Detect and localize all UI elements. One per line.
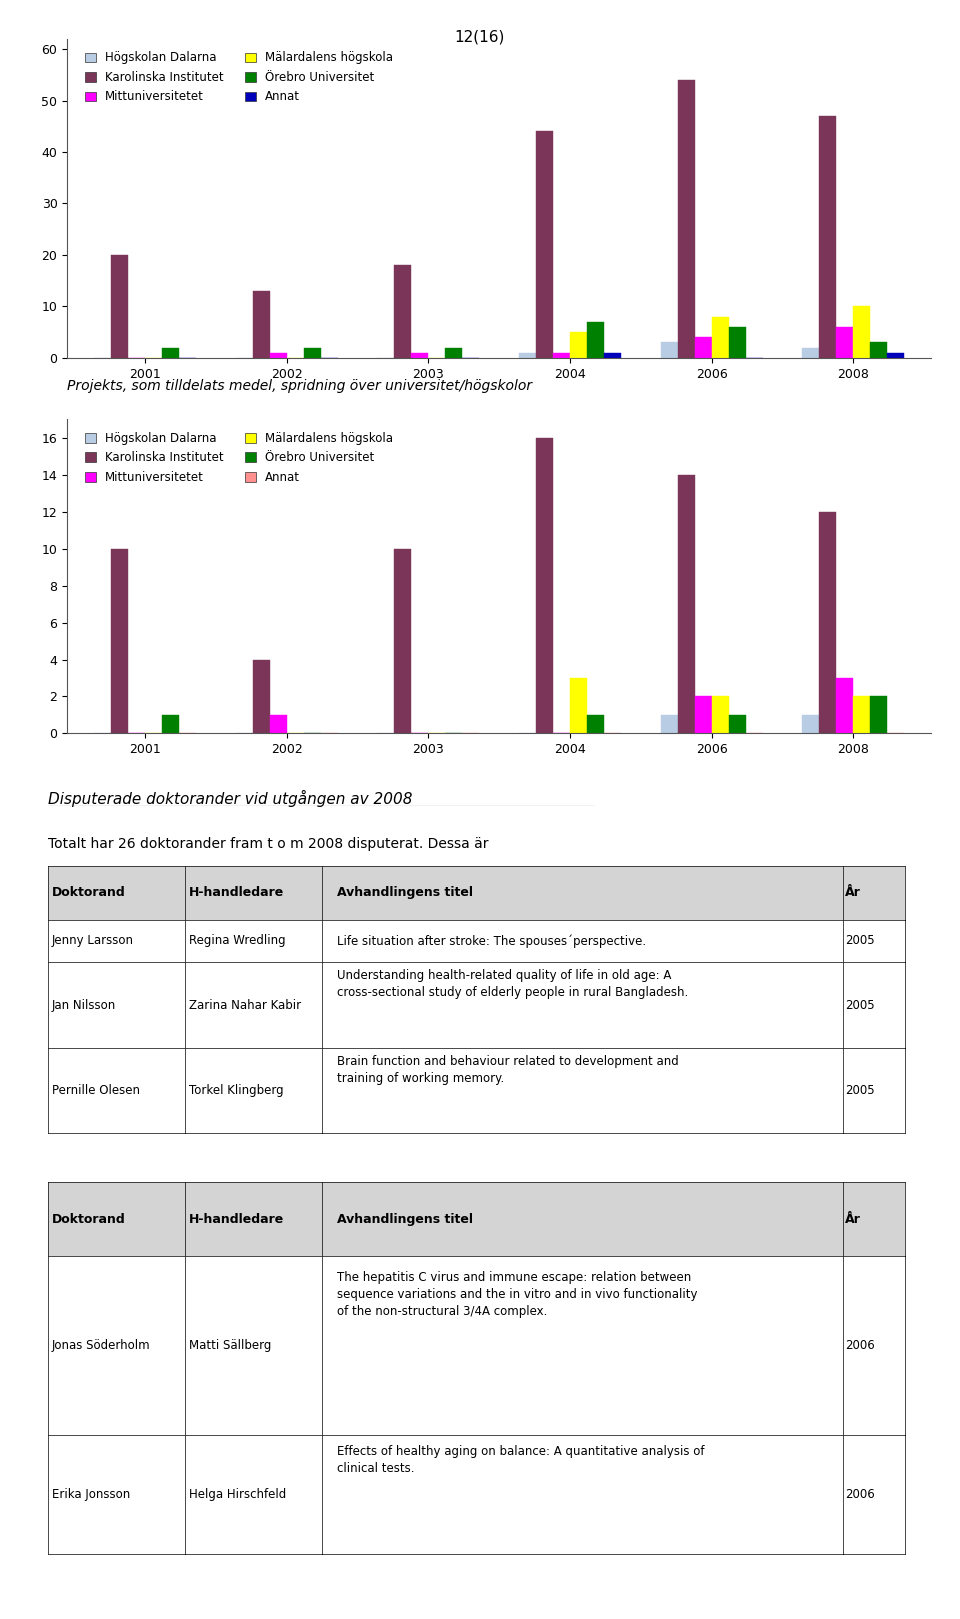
Text: 2006: 2006 [845,1488,875,1501]
Text: The hepatitis C virus and immune escape: relation between
sequence variations an: The hepatitis C virus and immune escape:… [337,1271,698,1318]
Text: Disputerade doktorander vid utgången av 2008: Disputerade doktorander vid utgången av … [48,790,413,808]
Text: 2005: 2005 [845,1085,875,1098]
Bar [729,716,746,733]
Text: År: År [845,886,860,900]
Bar [445,348,463,358]
Bar [604,353,621,358]
Bar [887,353,904,358]
Bar [819,512,836,733]
Text: Projekts, som tilldelats medel, spridning över universitet/högskolor: Projekts, som tilldelats medel, spridnin… [67,379,533,393]
Text: Life situation after stroke: The spouses´perspective.: Life situation after stroke: The spouses… [337,934,646,947]
Bar [252,291,270,358]
Bar [803,348,819,358]
Bar [519,353,536,358]
Text: Zarina Nahar Kabir: Zarina Nahar Kabir [189,999,301,1012]
Text: Pernille Olesen: Pernille Olesen [52,1085,140,1098]
Bar [587,716,604,733]
Bar [711,317,729,358]
Bar [853,696,871,733]
Bar [695,337,711,358]
Bar [536,131,553,358]
Bar [553,353,570,358]
Bar [660,342,678,358]
Bar [162,716,180,733]
Bar [819,117,836,358]
Bar [395,266,412,358]
Text: Avhandlingens titel: Avhandlingens titel [337,886,473,900]
Bar [803,716,819,733]
Text: 2005: 2005 [845,999,875,1012]
Bar [303,348,321,358]
Bar [660,716,678,733]
Text: Doktorand: Doktorand [52,1213,126,1226]
Bar [412,353,428,358]
Bar [853,306,871,358]
Text: 2006: 2006 [845,1339,875,1352]
Bar [729,327,746,358]
Text: H-handledare: H-handledare [189,1213,284,1226]
Text: Helga Hirschfeld: Helga Hirschfeld [189,1488,286,1501]
Bar [270,353,287,358]
Bar [678,474,695,733]
Bar [252,659,270,733]
Text: Avhandlingens titel: Avhandlingens titel [337,1213,473,1226]
Bar [111,254,128,358]
Text: Understanding health-related quality of life in old age: A
cross-sectional study: Understanding health-related quality of … [337,970,688,999]
Bar [570,678,587,733]
Legend: Högskolan Dalarna, Karolinska Institutet, Mittuniversitetet, Mälardalens högskol: Högskolan Dalarna, Karolinska Institutet… [82,429,396,487]
Bar [678,79,695,358]
Text: 12(16): 12(16) [455,29,505,44]
Bar [871,696,887,733]
Bar [111,549,128,733]
Text: Doktorand: Doktorand [52,886,126,900]
Bar [162,348,180,358]
Text: Effects of healthy aging on balance: A quantitative analysis of
clinical tests.: Effects of healthy aging on balance: A q… [337,1444,705,1475]
Text: 2005: 2005 [845,934,875,947]
Legend: Högskolan Dalarna, Karolinska Institutet, Mittuniversitetet, Mälardalens högskol: Högskolan Dalarna, Karolinska Institutet… [82,49,396,107]
Bar [836,678,853,733]
Text: Brain function and behaviour related to development and
training of working memo: Brain function and behaviour related to … [337,1054,679,1085]
Bar [270,716,287,733]
Bar [587,322,604,358]
Text: H-handledare: H-handledare [189,886,284,900]
Bar [871,342,887,358]
Bar [836,327,853,358]
Text: År: År [845,1213,860,1226]
Bar [395,549,412,733]
Text: Jenny Larsson: Jenny Larsson [52,934,134,947]
Text: Matti Sällberg: Matti Sällberg [189,1339,272,1352]
Text: Jonas Söderholm: Jonas Söderholm [52,1339,151,1352]
Text: Regina Wredling: Regina Wredling [189,934,286,947]
Bar [711,696,729,733]
Bar [695,696,711,733]
Text: Jan Nilsson: Jan Nilsson [52,999,116,1012]
Bar [570,332,587,358]
Text: Erika Jonsson: Erika Jonsson [52,1488,131,1501]
Bar [536,437,553,733]
Text: Torkel Klingberg: Torkel Klingberg [189,1085,283,1098]
Text: Totalt har 26 doktorander fram t o m 2008 disputerat. Dessa är: Totalt har 26 doktorander fram t o m 200… [48,837,489,852]
